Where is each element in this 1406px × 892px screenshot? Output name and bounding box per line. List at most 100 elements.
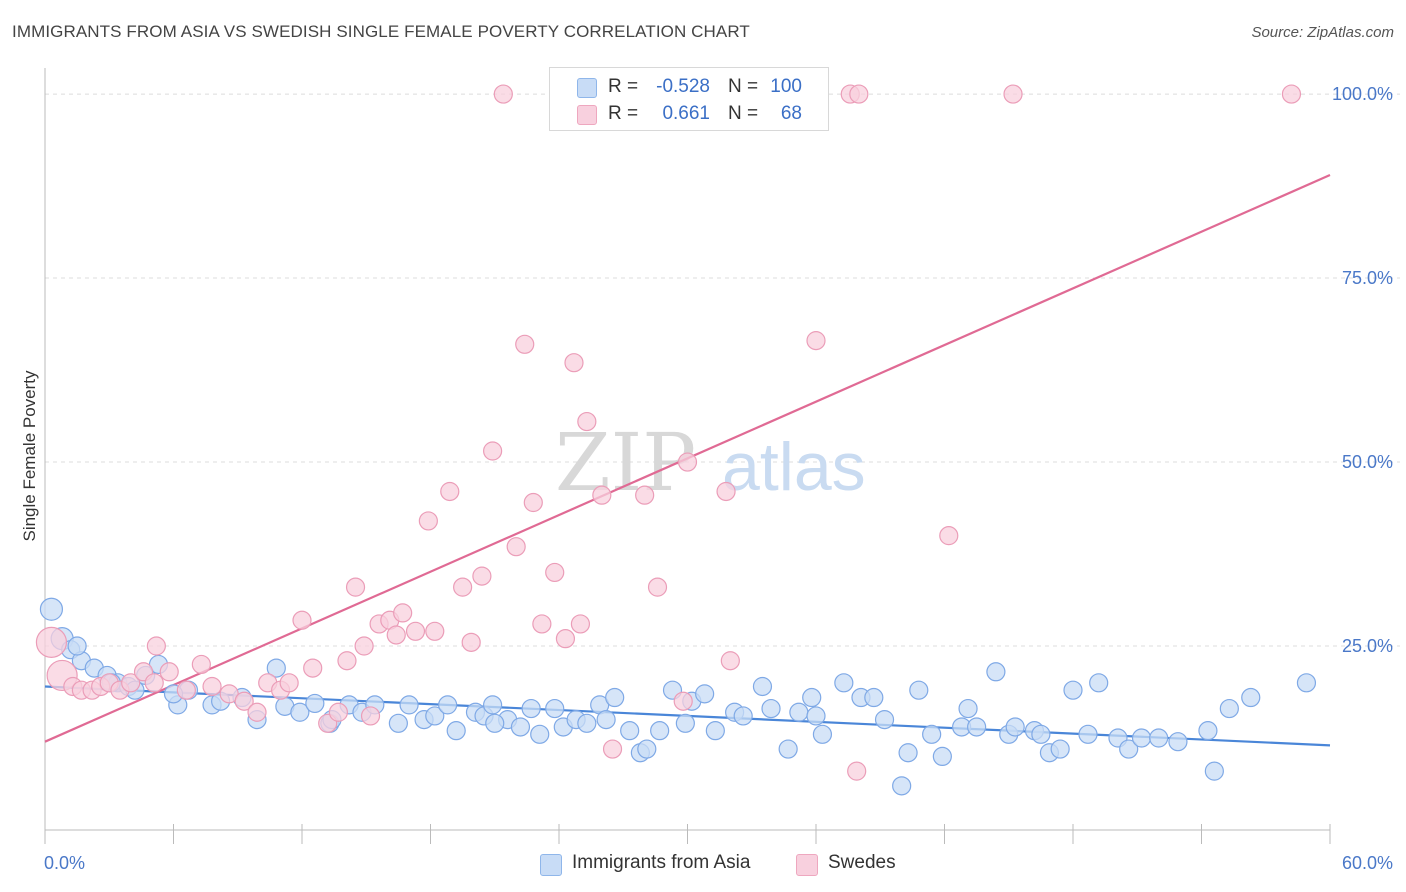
point-swedes xyxy=(191,654,211,675)
y-tick-label: 50.0% xyxy=(1342,452,1393,472)
point-swedes xyxy=(35,626,68,658)
point-swedes xyxy=(279,673,299,693)
point-asia xyxy=(1063,680,1083,700)
watermark: ZIP atlas xyxy=(555,416,866,509)
y-tick-label: 75.0% xyxy=(1342,268,1393,288)
watermark-zip: ZIP xyxy=(555,416,696,509)
point-asia xyxy=(874,710,895,730)
point-swedes xyxy=(292,610,312,630)
legend-row-swedes: R = 0.661 N = 68 xyxy=(550,101,828,127)
point-swedes xyxy=(303,658,323,678)
point-swedes xyxy=(592,485,612,505)
point-swedes xyxy=(515,334,535,354)
point-asia xyxy=(67,636,87,656)
legend-r-value: -0.528 xyxy=(656,76,710,97)
point-asia xyxy=(483,695,503,715)
axes xyxy=(44,68,1331,844)
point-asia xyxy=(388,713,408,733)
legend-swatch-asia xyxy=(577,78,597,98)
point-asia xyxy=(637,739,657,759)
point-asia xyxy=(1296,673,1317,693)
legend-r-value: 0.661 xyxy=(662,103,710,124)
legend-n-label: N = xyxy=(728,76,759,97)
point-swedes xyxy=(176,680,196,700)
point-swedes xyxy=(1281,84,1302,104)
point-swedes xyxy=(354,636,374,656)
point-asia xyxy=(399,695,419,715)
point-swedes xyxy=(121,673,141,693)
point-asia xyxy=(1050,739,1070,759)
point-asia xyxy=(290,702,310,722)
point-swedes xyxy=(159,662,179,682)
point-asia xyxy=(802,687,822,708)
legend-r-label: R = xyxy=(608,103,639,124)
point-swedes xyxy=(146,636,166,656)
point-asia xyxy=(446,721,466,741)
point-asia xyxy=(1149,728,1169,748)
point-asia xyxy=(39,597,64,621)
point-asia xyxy=(425,706,445,726)
point-asia xyxy=(577,713,597,733)
point-swedes xyxy=(418,511,438,531)
point-swedes xyxy=(847,761,867,781)
legend-label-swedes: Swedes xyxy=(828,852,896,873)
point-asia xyxy=(530,724,550,744)
point-swedes xyxy=(532,614,552,634)
point-asia xyxy=(967,717,987,737)
y-tick-label: 25.0% xyxy=(1342,636,1393,656)
point-asia xyxy=(958,698,978,719)
x-tick-label: 0.0% xyxy=(44,853,85,873)
grid-lines xyxy=(45,93,1400,647)
point-swedes xyxy=(493,84,513,104)
point-swedes xyxy=(337,651,357,671)
point-swedes xyxy=(453,577,473,597)
point-asia xyxy=(545,698,565,719)
point-swedes xyxy=(677,452,698,472)
point-swedes xyxy=(577,411,597,432)
point-swedes xyxy=(328,702,349,722)
point-asia xyxy=(695,684,715,704)
point-swedes xyxy=(506,537,526,557)
point-asia xyxy=(898,743,918,763)
point-swedes xyxy=(234,691,254,711)
point-swedes xyxy=(425,621,445,641)
tick-labels: 25.0% 50.0% 75.0% 100.0% 0.0% 60.0% xyxy=(44,84,1393,873)
point-swedes xyxy=(360,706,381,726)
point-asia xyxy=(1198,721,1218,741)
point-swedes xyxy=(144,673,164,693)
point-asia xyxy=(864,687,884,708)
point-swedes xyxy=(806,331,826,351)
point-asia xyxy=(305,693,325,714)
point-swedes xyxy=(247,702,267,722)
point-asia xyxy=(1219,698,1239,719)
legend-n-label: N = xyxy=(728,103,759,124)
x-tick-label: 60.0% xyxy=(1342,853,1393,873)
point-asia xyxy=(1089,673,1109,693)
point-swedes xyxy=(461,632,481,652)
point-swedes xyxy=(939,526,959,546)
point-asia xyxy=(510,717,531,737)
correlation-legend: R = -0.528 N = 100 R = 0.661 N = 68 xyxy=(549,67,829,131)
point-asia xyxy=(438,695,458,715)
legend-label-asia: Immigrants from Asia xyxy=(572,852,751,873)
chart-title: IMMIGRANTS FROM ASIA VS SWEDISH SINGLE F… xyxy=(12,22,750,41)
legend-swatch-swedes xyxy=(796,854,818,876)
watermark-atlas: atlas xyxy=(722,429,866,505)
point-swedes xyxy=(647,577,668,597)
point-asia xyxy=(1078,724,1098,744)
point-asia xyxy=(1119,739,1139,759)
point-asia xyxy=(620,721,640,741)
point-swedes xyxy=(345,577,366,597)
point-swedes xyxy=(483,441,503,461)
point-asia xyxy=(1005,717,1025,737)
point-asia xyxy=(1241,687,1261,708)
point-asia xyxy=(761,698,781,719)
point-asia xyxy=(596,710,616,730)
point-asia xyxy=(485,713,505,733)
point-asia xyxy=(675,713,695,733)
point-swedes xyxy=(564,353,584,373)
point-swedes xyxy=(673,691,693,711)
point-asia xyxy=(806,706,826,726)
legend-swatch-swedes xyxy=(577,105,597,125)
